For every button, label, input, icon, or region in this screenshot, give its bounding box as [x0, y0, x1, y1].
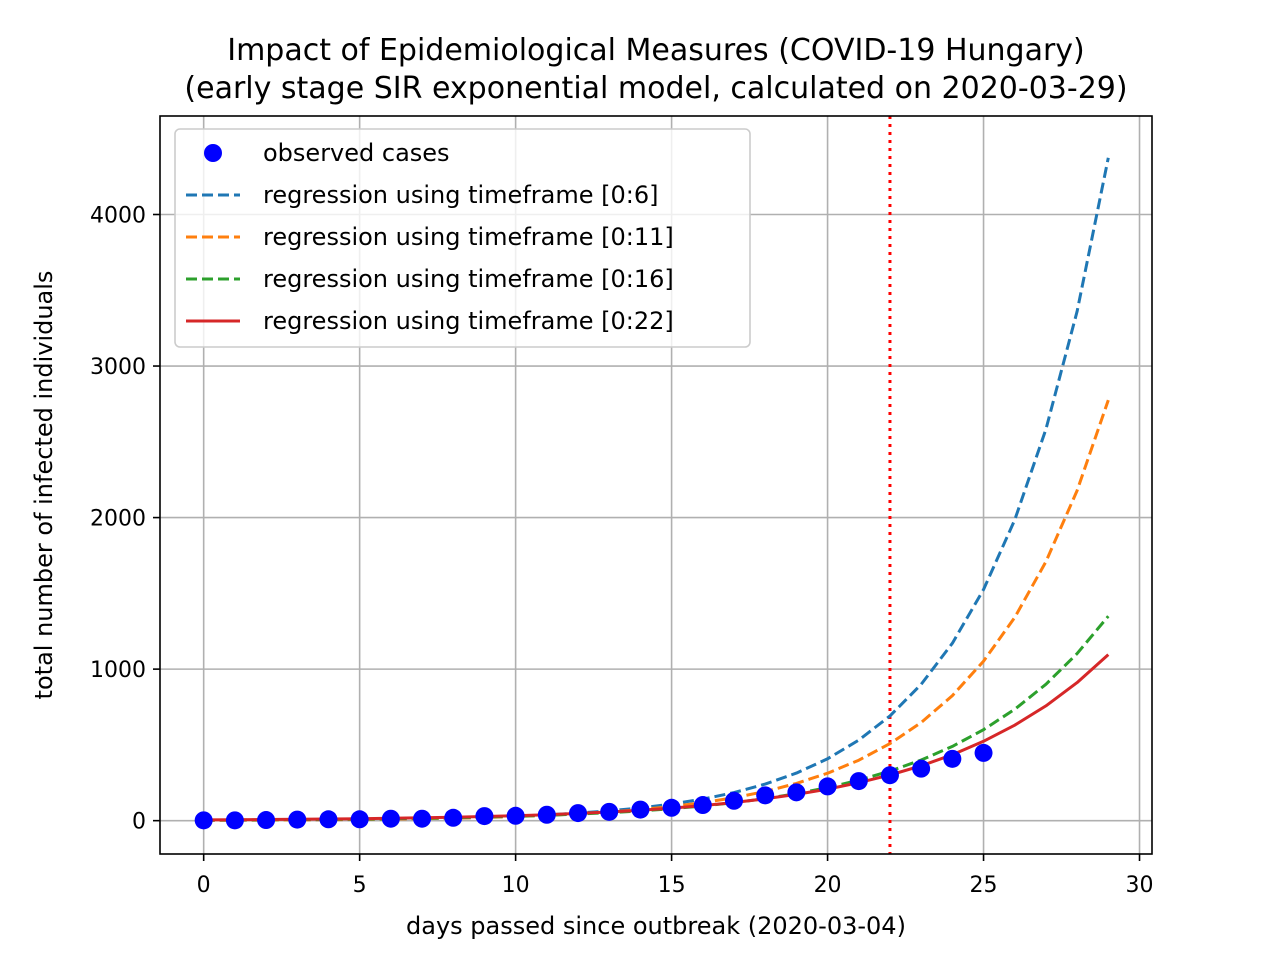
x-tick-label: 25 — [970, 873, 998, 898]
y-tick-label: 1000 — [90, 658, 146, 683]
x-tick-label: 0 — [197, 873, 211, 898]
observed-point — [350, 810, 369, 829]
y-tick-label: 0 — [132, 810, 146, 835]
x-tick-label: 5 — [353, 873, 367, 898]
y-tick-label: 3000 — [90, 355, 146, 380]
observed-point — [194, 811, 213, 830]
observed-point — [225, 811, 244, 830]
x-tick-label: 10 — [502, 873, 530, 898]
y-axis-label: total number of infected individuals — [30, 271, 58, 700]
observed-point — [724, 791, 743, 810]
observed-point — [444, 808, 463, 827]
legend: observed cases regression using timeframe… — [174, 128, 751, 348]
legend-series-label-3: regression using timeframe [0:16] — [263, 265, 674, 293]
observed-point — [569, 804, 588, 823]
observed-point — [818, 777, 837, 796]
observed-point — [787, 783, 806, 802]
observed-point — [381, 809, 400, 828]
legend-observed-marker — [204, 144, 222, 162]
plot-frame — [159, 115, 1153, 855]
observed-points — [194, 743, 993, 830]
chart-title-line-1: Impact of Epidemiological Measures (COVI… — [227, 33, 1085, 68]
chart-title-line-2: (early stage SIR exponential model, calc… — [184, 71, 1127, 106]
x-tick-label: 30 — [1126, 873, 1154, 898]
observed-point — [631, 800, 650, 819]
legend-series-label-1: regression using timeframe [0:6] — [263, 181, 658, 209]
legend-series-label-2: regression using timeframe [0:11] — [263, 223, 674, 251]
observed-point — [288, 810, 307, 829]
observed-point — [319, 810, 338, 829]
observed-point — [257, 811, 276, 830]
observed-point — [506, 806, 525, 825]
legend-series-label-4: regression using timeframe [0:22] — [263, 307, 674, 335]
observed-point — [693, 796, 712, 815]
x-axis-label: days passed since outbreak (2020-03-04) — [406, 912, 906, 940]
observed-point — [943, 749, 962, 768]
legend-box — [174, 128, 751, 348]
observed-point — [413, 809, 432, 828]
observed-point — [912, 759, 931, 778]
observed-point — [849, 772, 868, 791]
observed-point — [475, 807, 494, 826]
x-tick-label: 15 — [658, 873, 686, 898]
y-tick-label: 4000 — [90, 204, 146, 229]
legend-observed-label: observed cases — [263, 139, 450, 167]
observed-point — [600, 802, 619, 821]
observed-point — [880, 766, 899, 785]
observed-point — [662, 798, 681, 817]
y-tick-label: 2000 — [90, 507, 146, 532]
x-tick-label: 20 — [814, 873, 842, 898]
observed-point — [974, 743, 993, 762]
axis-ticks: 0 5 10 15 20 25 30 0 1000 2000 3000 4000 — [90, 204, 1154, 898]
observed-point — [537, 805, 556, 824]
observed-point — [756, 786, 775, 805]
